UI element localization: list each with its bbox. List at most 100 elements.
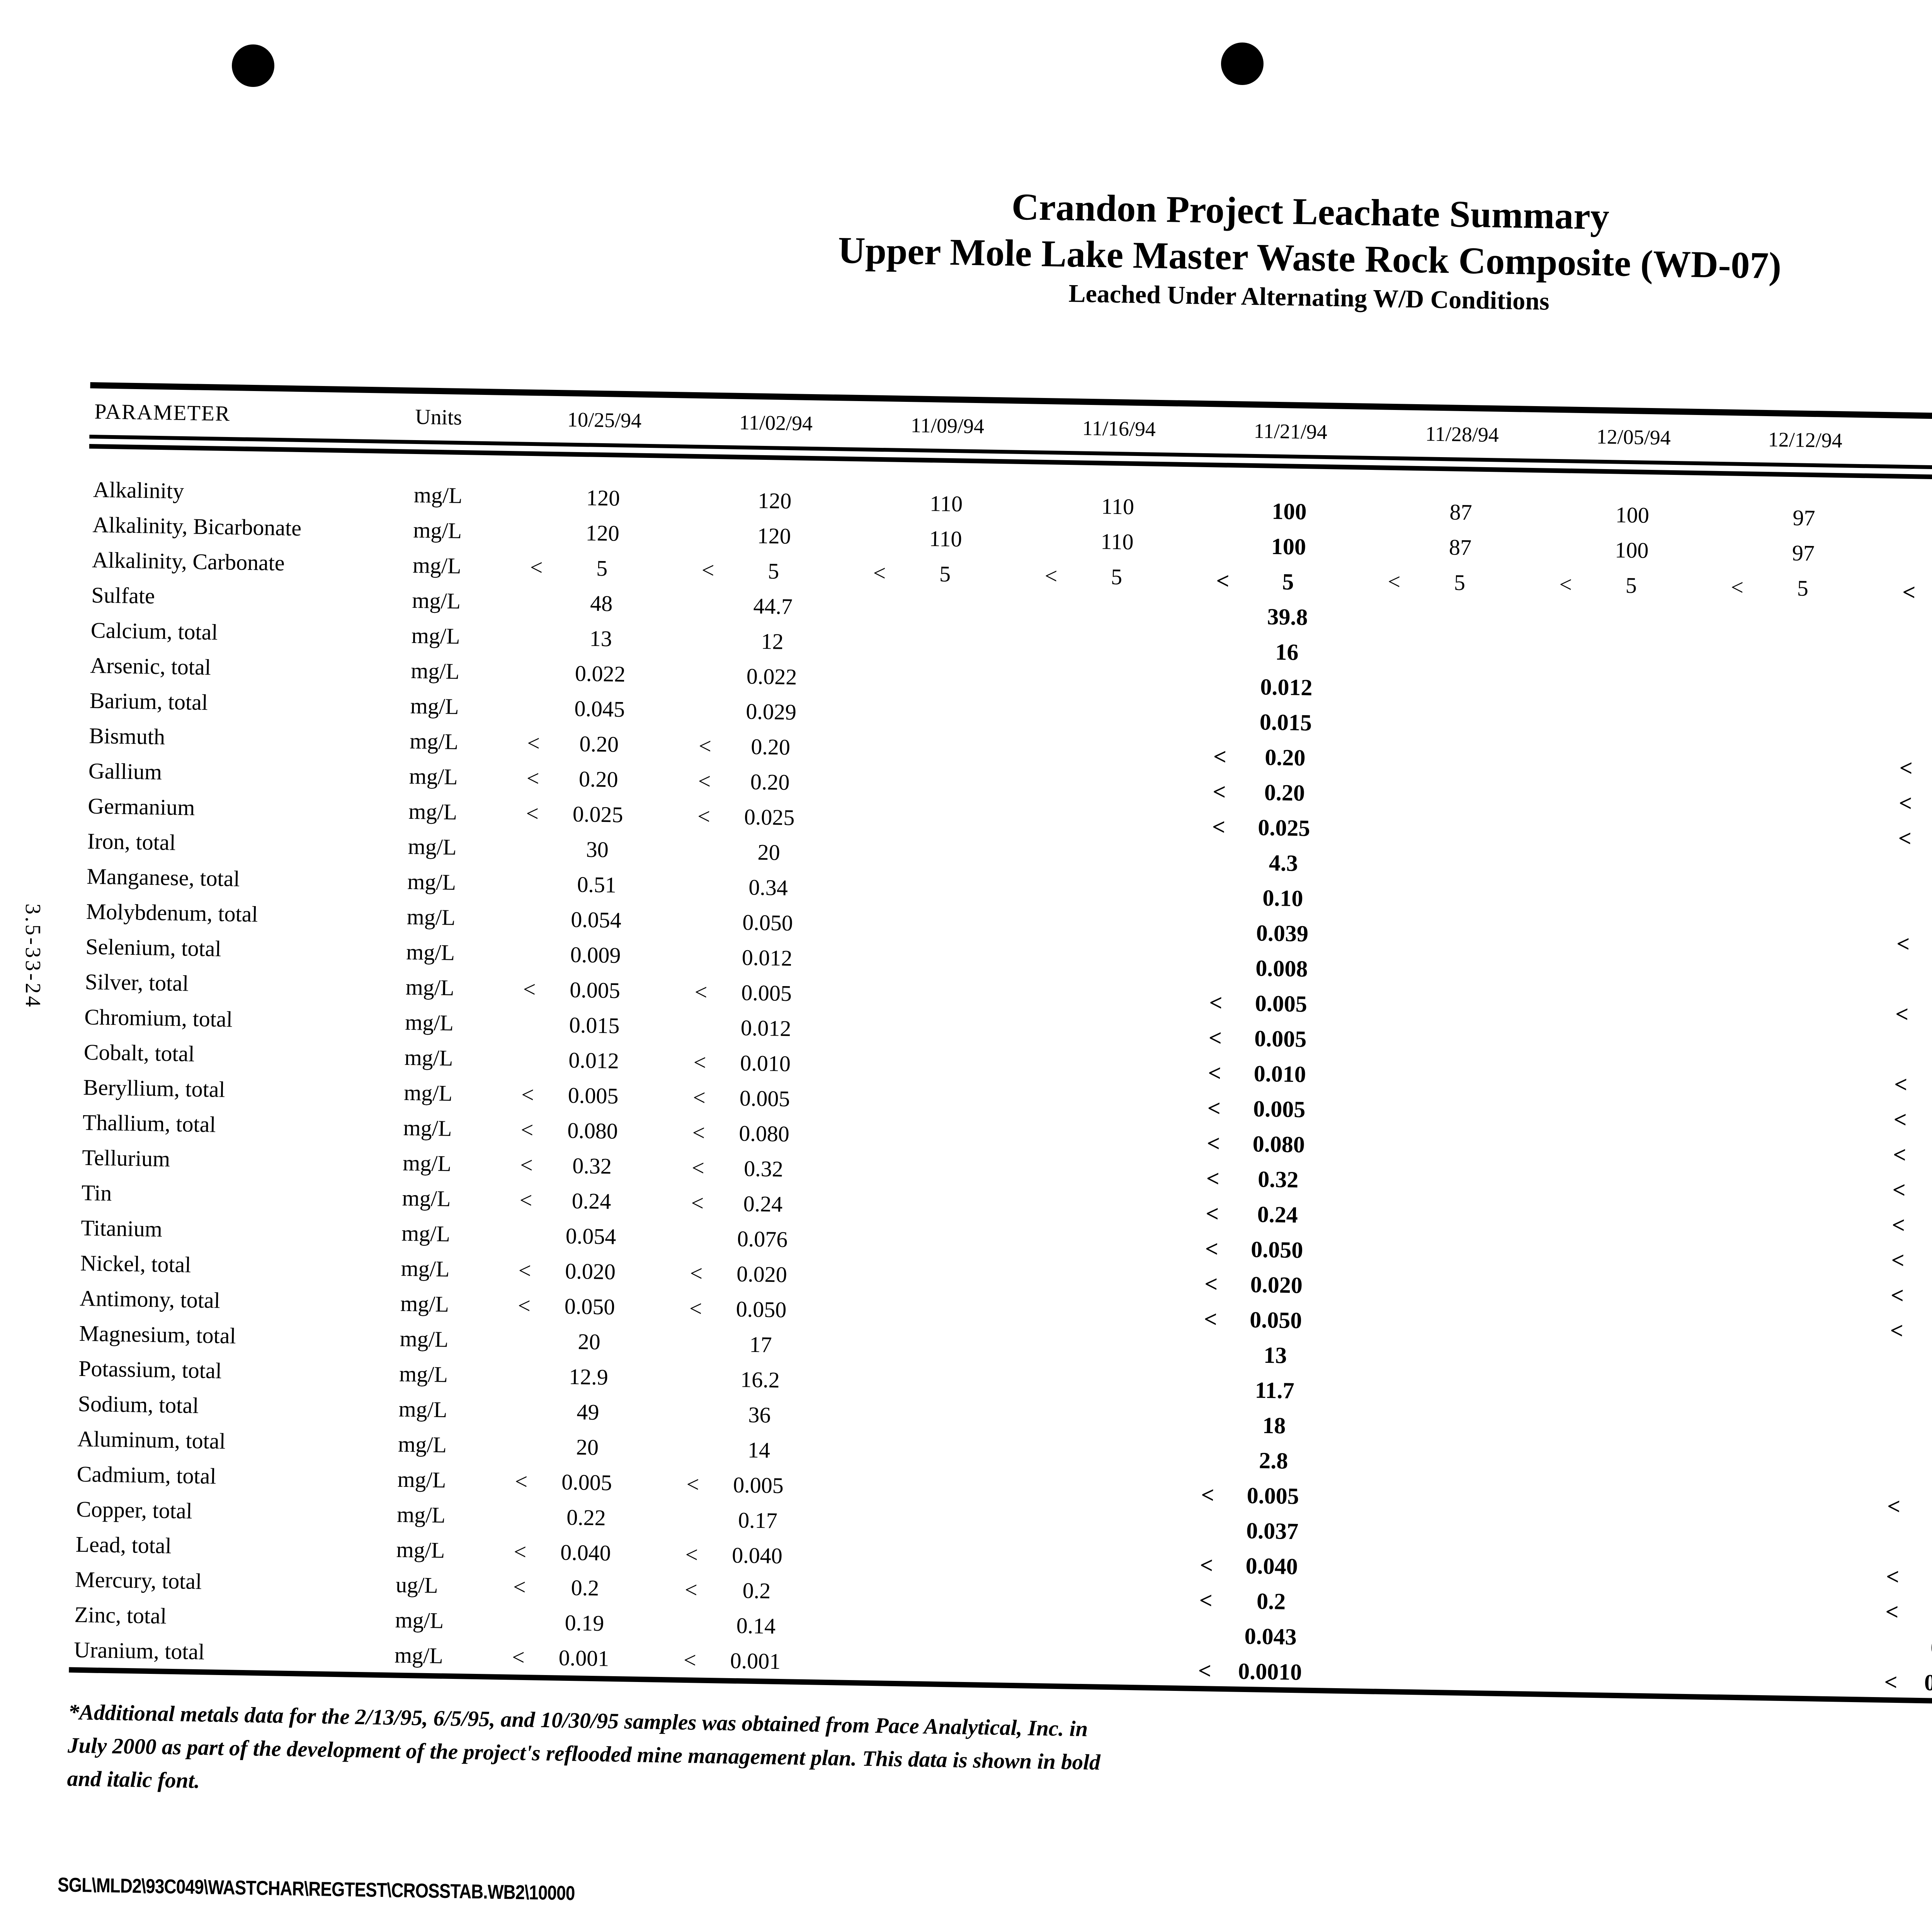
value-cell [1022, 1138, 1193, 1141]
value-cell [1534, 1252, 1706, 1255]
value-cell: <0.24 [1192, 1200, 1364, 1230]
value-cell [1715, 692, 1887, 695]
value-number: 0.025 [744, 804, 795, 830]
less-than-sign: < [1206, 1130, 1221, 1156]
value-number: 0.2 [1256, 1588, 1286, 1614]
value-number: 0.005 [733, 1472, 784, 1498]
value-cell: 110 [929, 491, 963, 517]
less-than-sign: < [1213, 743, 1227, 769]
value-cell [1030, 646, 1201, 648]
value-cell: <5 [687, 557, 859, 585]
value-cell: 0.19 [565, 1610, 604, 1636]
parameter-cell: Arsenic, total [90, 653, 211, 680]
column-header-date: 12/20/94 [1891, 429, 1932, 456]
value-cell: 0.050 [742, 910, 793, 936]
value-cell [1359, 1495, 1530, 1498]
value-cell: <0.24 [1878, 1211, 1932, 1241]
value-cell: 17 [1884, 860, 1932, 889]
value-number: 5 [1625, 572, 1637, 598]
value-number: 0.005 [1255, 990, 1308, 1017]
value-cell: 0.14 [736, 1613, 776, 1639]
value-cell: 0.054 [565, 1223, 616, 1249]
value-number: 0.005 [568, 1082, 619, 1109]
value-number: 0.20 [579, 731, 619, 757]
value-cell [1704, 1360, 1876, 1363]
value-number: 0.020 [736, 1261, 787, 1287]
value-cell: <0.025 [684, 803, 855, 832]
value-cell: <0.32 [1192, 1165, 1364, 1194]
value-number: 5 [1454, 570, 1466, 595]
value-cell: <0.040 [1186, 1551, 1358, 1581]
parameter-cell: Mercury, total [75, 1566, 202, 1594]
value-cell [1708, 1114, 1880, 1117]
value-cell: 13 [589, 626, 612, 651]
value-number: 0.0010 [1238, 1658, 1302, 1685]
less-than-sign: < [526, 800, 539, 826]
value-cell: 30 [586, 837, 609, 862]
value-cell [1015, 1490, 1187, 1492]
value-cell [1699, 1641, 1871, 1644]
parameter-cell: Iron, total [87, 828, 176, 855]
value-cell: 2.8 [1259, 1447, 1288, 1474]
less-than-sign: < [1201, 1482, 1215, 1508]
parameter-cell: Sulfate [91, 582, 155, 609]
value-number: 0.32 [1257, 1166, 1299, 1193]
value-cell [1013, 1630, 1185, 1633]
value-cell: <0.005 [1879, 1106, 1932, 1135]
value-cell [1536, 1146, 1708, 1149]
parameter-cell: Beryllium, total [83, 1074, 226, 1102]
value-cell [1539, 971, 1711, 973]
value-cell [1702, 1466, 1874, 1468]
value-cell: 0.008 [1882, 965, 1932, 995]
value-cell: 100 [1615, 502, 1650, 528]
value-cell [1021, 1173, 1192, 1176]
value-number: 0.050 [1250, 1236, 1303, 1263]
value-number: 0.040 [560, 1539, 611, 1566]
parameter-cell: Lead, total [75, 1531, 172, 1558]
less-than-sign: < [1216, 568, 1230, 594]
less-than-sign: < [692, 1085, 706, 1110]
value-number: 0.005 [1253, 1096, 1306, 1122]
value-number: 0.005 [569, 977, 621, 1003]
value-cell: <0.010 [679, 1049, 851, 1078]
units-cell: mg/L [399, 1361, 448, 1387]
value-cell [1371, 757, 1543, 760]
value-cell [1026, 857, 1198, 859]
less-than-sign: < [1896, 930, 1910, 957]
value-cell [1356, 1636, 1528, 1638]
less-than-sign: < [1902, 579, 1916, 605]
value-cell [1533, 1322, 1705, 1325]
value-cell: <0.20 [1199, 743, 1371, 772]
value-cell [1369, 898, 1540, 900]
value-cell [1014, 1595, 1185, 1598]
value-cell: 0.015 [1886, 684, 1932, 713]
value-cell [854, 889, 1026, 891]
units-cell: mg/L [398, 1396, 447, 1422]
column-header-date: 12/05/94 [1596, 425, 1671, 449]
title-block: Crandon Project Leachate Summary Upper M… [150, 173, 1932, 330]
value-number: 0.20 [578, 766, 619, 792]
value-cell: <0.080 [1193, 1130, 1365, 1159]
value-cell: <0.20 [1199, 778, 1371, 808]
value-cell [849, 1205, 1020, 1208]
value-cell: 87 [1449, 534, 1472, 560]
value-cell [1362, 1284, 1534, 1287]
less-than-sign: < [517, 1293, 531, 1318]
value-cell: <0.20 [513, 730, 685, 758]
value-cell [846, 1381, 1017, 1384]
table-body: Alkalinitymg/L12012011011010087100979396… [69, 472, 1932, 1706]
parameter-cell: Chromium, total [84, 1004, 233, 1032]
units-cell: mg/L [401, 1220, 451, 1247]
value-cell: 14 [747, 1437, 770, 1463]
value-cell: <0.0010 [1184, 1657, 1356, 1686]
parameter-cell: Tellurium [82, 1145, 170, 1172]
value-cell: 0.022 [575, 660, 626, 687]
margin-reference-number: 3.5-33-24 [21, 903, 45, 1009]
less-than-sign: < [520, 1152, 533, 1178]
value-cell [1714, 727, 1886, 730]
value-cell: <0.050 [675, 1295, 847, 1323]
value-number: 0.24 [1257, 1201, 1298, 1228]
value-cell [856, 783, 1027, 786]
value-cell: <5 [1031, 562, 1202, 591]
less-than-sign: < [1208, 1025, 1222, 1051]
